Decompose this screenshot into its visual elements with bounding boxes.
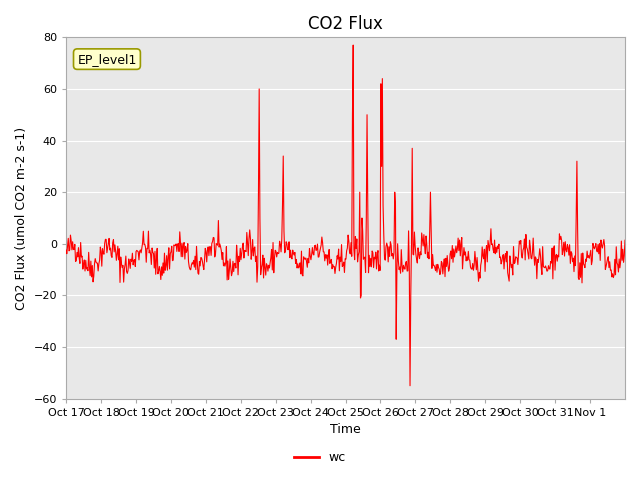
Y-axis label: CO2 Flux (umol CO2 m-2 s-1): CO2 Flux (umol CO2 m-2 s-1) <box>15 126 28 310</box>
X-axis label: Time: Time <box>330 423 361 436</box>
Title: CO2 Flux: CO2 Flux <box>308 15 383 33</box>
Legend: wc: wc <box>289 446 351 469</box>
Text: EP_level1: EP_level1 <box>77 53 136 66</box>
